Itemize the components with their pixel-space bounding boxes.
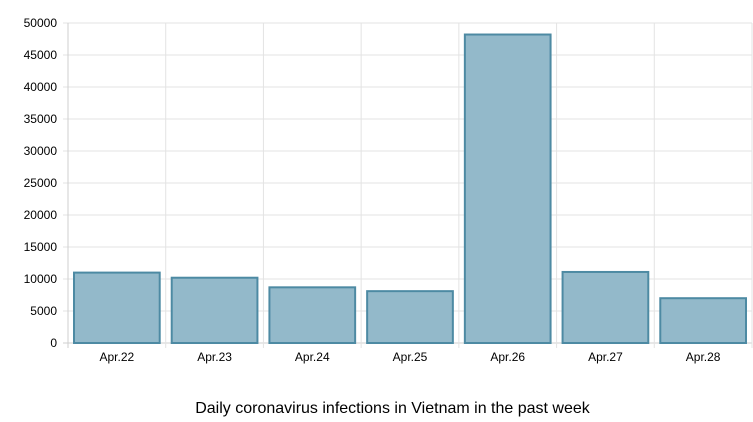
bar-Apr.28 — [659, 297, 747, 345]
bar-Apr.27 — [561, 270, 650, 344]
x-tick-label: Apr.28 — [686, 350, 721, 364]
x-tick-label: Apr.24 — [295, 350, 330, 364]
x-tick-label: Apr.22 — [100, 350, 135, 364]
x-axis-ticks: Apr.22 Apr.23 Apr.24 Apr.25 Apr.26 Apr.27 Apr.… — [100, 350, 721, 364]
bars-layer — [73, 33, 747, 345]
bar-Apr.23 — [170, 276, 259, 344]
grid-layer — [63, 22, 753, 348]
bar-Apr.24 — [268, 286, 357, 345]
y-tick-label: 45000 — [24, 48, 58, 62]
bar-Apr.26 — [463, 33, 552, 345]
x-tick-label: Apr.23 — [197, 350, 232, 364]
y-tick-label: 50000 — [24, 16, 58, 30]
x-tick-label: Apr.26 — [490, 350, 525, 364]
y-tick-label: 5000 — [30, 304, 57, 318]
chart-title: Daily coronavirus infections in Vietnam … — [195, 400, 590, 417]
y-tick-label: 40000 — [24, 80, 58, 94]
y-tick-label: 30000 — [24, 144, 58, 158]
bar-Apr.22 — [73, 271, 161, 345]
y-tick-label: 25000 — [24, 176, 58, 190]
x-tick-label: Apr.25 — [393, 350, 428, 364]
x-tick-label: Apr.27 — [588, 350, 623, 364]
bar-Apr.25 — [366, 290, 454, 345]
y-axis-ticks: 0 5000 10000 15000 20000 25000 30000 35000 40000… — [24, 16, 58, 350]
y-tick-label: 35000 — [24, 112, 58, 126]
y-tick-label: 20000 — [24, 208, 58, 222]
y-tick-label: 0 — [50, 336, 57, 350]
y-tick-label: 15000 — [24, 240, 58, 254]
bar-chart: 0 5000 10000 15000 20000 25000 30000 35000 40000… — [24, 16, 753, 364]
y-tick-label: 10000 — [24, 272, 58, 286]
